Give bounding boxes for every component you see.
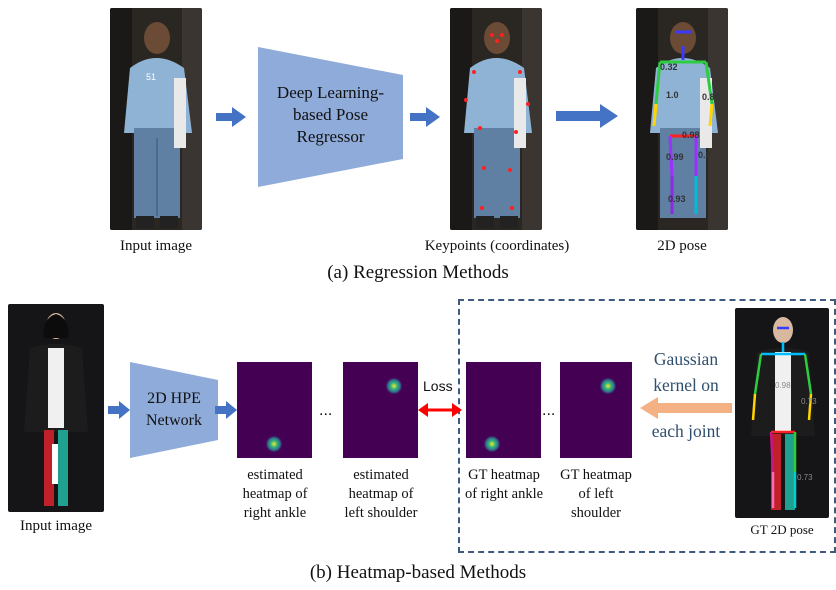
- pose-score: 0.93: [668, 194, 686, 204]
- gaussian-kernel-label: Gaussian kernel on each joint: [651, 349, 721, 441]
- arrow-right-icon: [410, 107, 440, 127]
- pose-score: 0.98: [682, 130, 700, 140]
- svg-text:51: 51: [146, 72, 156, 82]
- gt-heatmap-left-shoulder: [560, 362, 632, 458]
- loss-label: Loss: [423, 378, 453, 394]
- gt-pose-score: 0.98: [775, 381, 791, 390]
- arrow-right-icon: [108, 401, 130, 419]
- pose-score: 1.0: [666, 90, 679, 100]
- input-image-heatmap: [8, 304, 104, 512]
- ellipsis-text: ...: [319, 402, 333, 419]
- estimated-ankle-caption: estimated heatmap of right ankle: [242, 467, 308, 521]
- arrow-left-icon: [640, 397, 732, 419]
- gt-shoulder-caption: GT heatmap of left shoulder: [560, 467, 632, 521]
- pose-regressor-block: [258, 47, 403, 187]
- gt-2d-pose-image: 0.98 0.73 0.73: [735, 308, 829, 518]
- pose-regressor-label: Deep Learning-based Pose Regressor: [276, 83, 385, 146]
- hpe-network-label: 2D HPE Network: [146, 390, 202, 429]
- section-title-heatmap: (b) Heatmap-based Methods: [309, 562, 527, 583]
- keypoints-caption: Keypoints (coordinates): [424, 238, 570, 254]
- hpe-network-block: [130, 362, 218, 458]
- estimated-shoulder-caption: estimated heatmap of left shoulder: [344, 467, 418, 521]
- gt-pose-score: 0.73: [797, 473, 813, 482]
- keypoints-image: [450, 8, 542, 230]
- input-image-caption-b: Input image: [19, 518, 93, 534]
- gt-ankle-caption: GT heatmap of right ankle: [464, 467, 544, 502]
- pose-score: 0.32: [660, 62, 678, 72]
- gt-pose-caption: GT 2D pose: [750, 522, 814, 537]
- ground-truth-region: [458, 299, 836, 553]
- pose-2d-caption: 2D pose: [657, 238, 707, 254]
- pose-score: 0.84: [702, 92, 720, 102]
- gt-heatmap-right-ankle: [466, 362, 541, 458]
- loss-double-arrow-icon: [418, 403, 462, 417]
- section-title-regression: (a) Regression Methods: [327, 262, 509, 283]
- input-image-caption: Input image: [119, 238, 193, 254]
- input-image-regression: 51: [110, 8, 202, 230]
- ellipsis-text: ...: [542, 402, 556, 419]
- pose-score: 0.99: [666, 152, 684, 162]
- pose-score: 0.0: [698, 150, 711, 160]
- estimated-heatmap-right-ankle: [237, 362, 312, 458]
- pose-2d-image: 0.32 1.0 0.84 0.98 0.99 0.0 0.93: [636, 8, 728, 230]
- estimated-heatmap-left-shoulder: [343, 362, 418, 458]
- gt-pose-score: 0.73: [801, 397, 817, 406]
- arrow-right-icon: [216, 107, 246, 127]
- arrow-right-icon: [215, 401, 237, 419]
- arrow-right-icon: [556, 104, 618, 128]
